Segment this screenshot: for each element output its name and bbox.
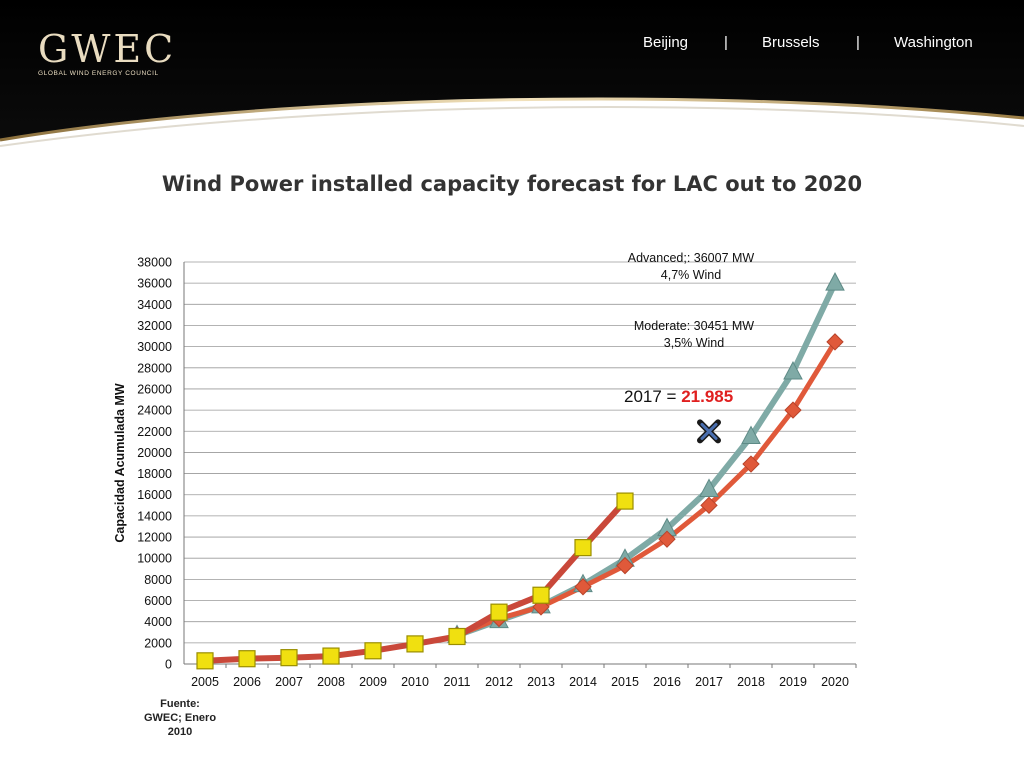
y-axis-title: Capacidad Acumulada MW [113, 383, 127, 542]
source-line: 2010 [167, 726, 193, 738]
y-tick-label: 32000 [137, 319, 172, 333]
advanced-annotation: 4,7% Wind [661, 268, 721, 282]
chart-title: Wind Power installed capacity forecast f… [161, 172, 863, 196]
highlight-2017-label: 2017 = 21.985 [624, 387, 733, 406]
moderate-point [784, 401, 802, 419]
y-tick-label: 0 [165, 658, 172, 672]
y-tick-label: 14000 [137, 509, 172, 523]
city-separator: | [724, 34, 728, 51]
logo-wordmark: GWEC [38, 27, 177, 71]
y-tick-label: 24000 [137, 404, 172, 418]
x-tick-label: 2016 [653, 675, 681, 689]
y-tick-label: 16000 [137, 488, 172, 502]
x-tick-label: 2007 [275, 675, 303, 689]
city-beijing: Beijing [643, 34, 689, 51]
city-washington: Washington [894, 34, 973, 51]
x-tick-label: 2006 [233, 675, 261, 689]
x-tick-label: 2014 [569, 675, 597, 689]
source-note: Fuente: GWEC; Enero 2010 [140, 697, 220, 739]
historical-point [448, 627, 466, 646]
advanced-annotation: Advanced;: 36007 MW [628, 251, 755, 265]
historical-point [616, 492, 634, 510]
historical-point [490, 603, 508, 621]
y-tick-label: 10000 [137, 552, 172, 566]
source-line: Fuente: [160, 698, 200, 710]
historical-point [532, 586, 550, 604]
x-tick-label: 2011 [444, 675, 471, 689]
x-tick-label: 2019 [779, 675, 807, 689]
y-tick-label: 20000 [137, 446, 172, 460]
x-tick-label: 2009 [359, 675, 387, 689]
source-line: GWEC; Enero [143, 712, 217, 724]
x-tick-label: 2012 [485, 675, 513, 689]
advanced-scenario-line [454, 280, 838, 639]
advanced-point [825, 272, 845, 291]
historical-point [322, 647, 340, 665]
moderate-point [616, 556, 634, 575]
x-tick-label: 2013 [527, 675, 555, 689]
y-tick-label: 22000 [137, 425, 172, 439]
y-tick-label: 34000 [137, 298, 172, 312]
x-tick-label: 2008 [317, 675, 345, 689]
y-tick-label: 28000 [137, 361, 172, 375]
historical-point [574, 539, 592, 557]
historical-point [238, 650, 256, 668]
advanced-point [741, 425, 761, 445]
x-tick-label: 2005 [191, 675, 219, 689]
gwec-logo: GWEC GLOBAL WIND ENERGY COUNCIL [38, 30, 176, 77]
moderate-scenario-line [454, 339, 838, 638]
logo-subtitle: GLOBAL WIND ENERGY COUNCIL [38, 70, 159, 77]
y-tick-label: 30000 [137, 340, 172, 354]
historical-point [406, 635, 424, 653]
city-separator: | [856, 34, 860, 51]
x-tick-label: 2018 [737, 675, 765, 689]
moderate-point [826, 333, 844, 351]
y-tick-label: 12000 [137, 531, 172, 545]
moderate-annotation: 3,5% Wind [664, 336, 724, 350]
header-banner: GWEC GLOBAL WIND ENERGY COUNCIL Beijing … [0, 0, 1024, 150]
y-tick-label: 26000 [137, 382, 172, 396]
historical-point [196, 652, 214, 670]
advanced-point [699, 478, 719, 497]
y-tick-label: 38000 [137, 256, 172, 270]
x-tick-label: 2017 [695, 675, 723, 689]
moderate-point [742, 455, 760, 473]
y-tick-label: 8000 [144, 573, 172, 587]
moderate-point [658, 530, 676, 548]
x-tick-label: 2020 [821, 675, 849, 689]
advanced-point [783, 360, 803, 380]
historical-point [280, 649, 298, 667]
x-tick-label: 2015 [611, 675, 639, 689]
office-cities: Beijing | Brussels | Washington [0, 34, 1024, 54]
y-tick-label: 36000 [137, 277, 172, 291]
y-tick-label: 2000 [144, 636, 172, 650]
y-tick-label: 18000 [137, 467, 172, 481]
x-marker-stroke [700, 422, 718, 440]
moderate-point [574, 578, 592, 596]
header-background [0, 0, 1024, 147]
historical-point [364, 642, 382, 660]
highlight-value: 21.985 [681, 387, 733, 406]
city-brussels: Brussels [762, 34, 820, 51]
moderate-point [700, 496, 718, 515]
highlight-x-marker [697, 419, 721, 444]
y-tick-label: 6000 [144, 594, 172, 608]
highlight-prefix: 2017 = [624, 387, 681, 406]
y-tick-label: 4000 [144, 615, 172, 629]
x-tick-label: 2010 [401, 675, 429, 689]
moderate-annotation: Moderate: 30451 MW [634, 319, 754, 333]
